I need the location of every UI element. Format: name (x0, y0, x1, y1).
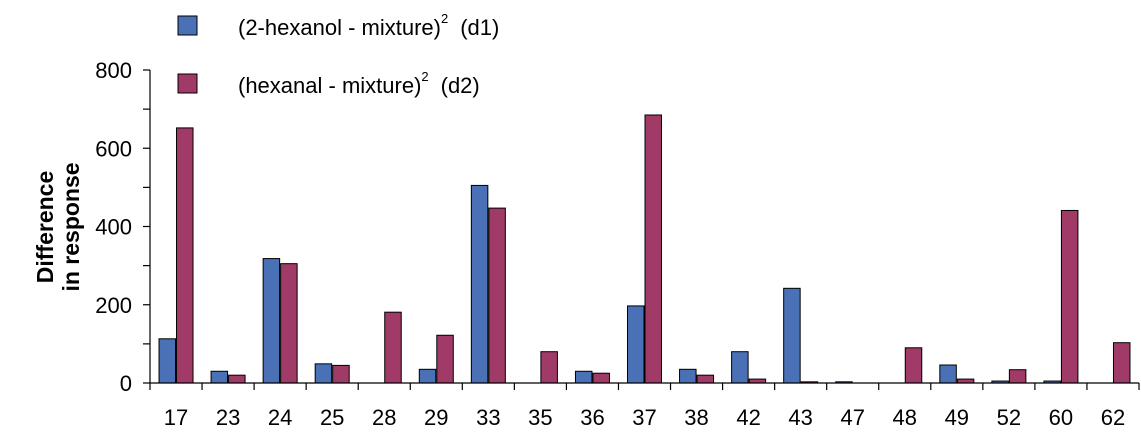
bar-d1-37 (627, 305, 645, 384)
x-tick-label: 17 (164, 405, 188, 430)
x-tick-label: 49 (945, 405, 969, 430)
bar-d2-37 (644, 114, 662, 384)
y-axis-label-line-2: in response (58, 162, 84, 291)
bar-d1-29 (418, 368, 437, 384)
x-tick-label: 36 (580, 405, 604, 430)
y-tick-label: 600 (95, 136, 132, 161)
bar-d2-38 (696, 374, 715, 384)
legend-label-d1: (2-hexanol - mixture)2 (d1) (238, 11, 499, 40)
legend-label-d2-suffix: (d2) (441, 73, 480, 98)
bar-d1-17 (158, 338, 177, 384)
x-tick-label: 33 (476, 405, 500, 430)
bar-d1-25 (314, 363, 333, 384)
y-tick-label: 400 (95, 215, 132, 240)
legend-entry-d1: (2-hexanol - mixture)2 (d1) (177, 11, 499, 40)
bar-d2-62 (1112, 342, 1131, 384)
y-axis-label: Difference in response (32, 162, 84, 291)
bar-d2-23 (228, 374, 246, 384)
x-tick-label: 28 (372, 405, 396, 430)
bar-d1-43 (783, 287, 801, 384)
x-tick-label: 47 (840, 405, 864, 430)
x-tick-label: 23 (216, 405, 240, 430)
bar-d2-17 (176, 127, 194, 384)
bar-d1-24 (262, 258, 281, 384)
bar-d2-33 (488, 207, 506, 384)
bar-d2-28 (384, 311, 402, 384)
bar-d2-36 (592, 372, 610, 384)
x-tick-label: 62 (1101, 405, 1125, 430)
legend: (2-hexanol - mixture)2 (d1) (hexanal - mi… (177, 11, 499, 98)
y-tick-label: 0 (120, 371, 132, 396)
legend-label-d2-sup: 2 (421, 69, 428, 84)
x-tick-label: 37 (632, 405, 656, 430)
bar-d1-38 (679, 368, 697, 384)
y-tick-label: 800 (95, 58, 132, 83)
x-tick-label: 42 (736, 405, 760, 430)
legend-label-d1-sup: 2 (441, 11, 448, 26)
bar-d2-35 (540, 351, 558, 384)
legend-label-d1-suffix: (d1) (460, 15, 499, 40)
bar-d2-48 (904, 347, 923, 384)
bar-d2-29 (436, 334, 454, 384)
x-tick-label: 24 (268, 405, 292, 430)
x-tick-label: 43 (788, 405, 812, 430)
legend-entry-d2: (hexanal - mixture)2 (d2) (177, 69, 480, 98)
legend-label-d1-base: (2-hexanol - mixture) (238, 15, 441, 40)
legend-label-d2-base: (hexanal - mixture) (238, 73, 421, 98)
bars (158, 114, 1131, 384)
x-tick-label: 60 (1049, 405, 1073, 430)
legend-swatch-d2 (177, 73, 198, 94)
x-tick-label: 35 (528, 405, 552, 430)
x-axis: 17 23 24 25 28 29 33 35 36 37 38 42 43 47 48 49 52 60 62 (149, 382, 1140, 430)
bar-d1-49 (939, 364, 957, 384)
y-axis-label-line-1: Difference (32, 171, 58, 283)
bar-d1-33 (470, 184, 489, 384)
legend-label-d2: (hexanal - mixture)2 (d2) (238, 69, 480, 98)
bar-d2-25 (332, 364, 350, 384)
bar-d2-24 (280, 263, 298, 384)
bar-d1-36 (574, 370, 593, 384)
bar-d2-52 (1008, 369, 1027, 384)
bar-d1-42 (731, 351, 749, 384)
x-tick-label: 52 (997, 405, 1021, 430)
y-tick-label: 200 (95, 293, 132, 318)
x-tick-label: 38 (684, 405, 708, 430)
y-axis: 0 200 400 600 800 (95, 58, 151, 396)
bar-d1-23 (210, 370, 229, 384)
legend-swatch-d1 (177, 15, 198, 36)
x-tick-label: 25 (320, 405, 344, 430)
bar-d2-60 (1060, 209, 1079, 384)
x-tick-label: 48 (893, 405, 917, 430)
x-tick-label: 29 (424, 405, 448, 430)
